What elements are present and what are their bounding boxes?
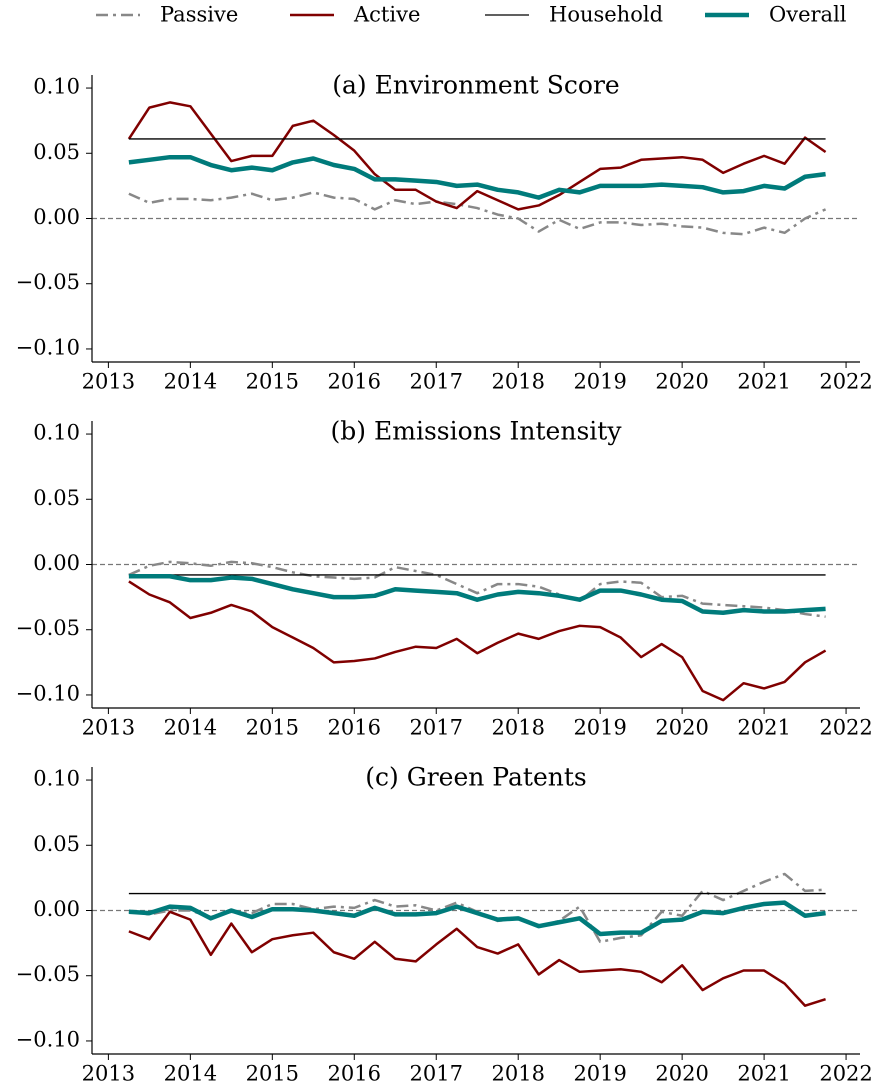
y-tick-label: −0.05 <box>16 270 80 294</box>
x-tick-label: 2016 <box>328 716 381 740</box>
y-tick-label: −0.10 <box>16 681 80 705</box>
x-tick-label: 2013 <box>82 716 135 740</box>
x-tick-label: 2017 <box>410 716 463 740</box>
x-tick-label: 2020 <box>655 370 708 394</box>
y-tick-label: −0.10 <box>16 335 80 359</box>
series-line <box>128 580 827 702</box>
y-tick-label: 0.10 <box>33 767 80 791</box>
series-line <box>128 872 826 944</box>
x-tick-label: 2016 <box>328 370 381 394</box>
y-tick-label: 0.00 <box>33 897 80 921</box>
x-tick-label: 2013 <box>82 1062 135 1086</box>
x-tick-label: 2018 <box>491 1062 544 1086</box>
chart-title: (a) Environment Score <box>332 71 619 100</box>
x-tick-label: 2022 <box>819 716 872 740</box>
legend-label: Passive <box>160 3 238 27</box>
series-line <box>128 560 826 618</box>
y-tick-label: −0.05 <box>16 616 80 640</box>
series-line <box>128 910 826 1007</box>
x-tick-label: 2019 <box>573 1062 626 1086</box>
x-tick-label: 2019 <box>573 370 626 394</box>
series-line <box>128 573 826 616</box>
y-tick-label: 0.05 <box>33 486 80 510</box>
x-tick-label: 2020 <box>655 1062 708 1086</box>
legend-label: Household <box>549 3 663 27</box>
y-tick-label: 0.00 <box>33 551 80 575</box>
x-tick-label: 2016 <box>328 1062 381 1086</box>
chart-title: (c) Green Patents <box>365 763 586 792</box>
x-tick-label: 2015 <box>246 370 299 394</box>
x-tick-label: 2019 <box>573 716 626 740</box>
y-tick-label: 0.10 <box>33 421 80 445</box>
x-tick-label: 2021 <box>737 716 790 740</box>
x-tick-label: 2018 <box>491 716 544 740</box>
y-tick-label: 0.10 <box>33 75 80 99</box>
x-tick-label: 2014 <box>164 370 217 394</box>
x-tick-label: 2022 <box>819 370 872 394</box>
x-tick-label: 2013 <box>82 370 135 394</box>
x-tick-label: 2015 <box>246 716 299 740</box>
y-tick-label: −0.10 <box>16 1027 80 1051</box>
x-tick-label: 2017 <box>410 1062 463 1086</box>
x-tick-label: 2017 <box>410 370 463 394</box>
chart-title: (b) Emissions Intensity <box>331 417 623 446</box>
x-tick-label: 2014 <box>164 716 217 740</box>
y-tick-label: 0.05 <box>33 832 80 856</box>
x-tick-label: 2021 <box>737 370 790 394</box>
series-line <box>127 101 827 211</box>
series-line <box>128 191 827 236</box>
legend-label: Overall <box>769 3 847 27</box>
series-line <box>128 154 826 200</box>
y-tick-label: 0.05 <box>33 140 80 164</box>
y-tick-label: 0.00 <box>33 205 80 229</box>
x-tick-label: 2021 <box>737 1062 790 1086</box>
x-tick-label: 2020 <box>655 716 708 740</box>
x-tick-label: 2022 <box>819 1062 872 1086</box>
x-tick-label: 2014 <box>164 1062 217 1086</box>
series-line <box>128 900 826 937</box>
y-tick-label: −0.05 <box>16 962 80 986</box>
x-tick-label: 2018 <box>491 370 544 394</box>
x-tick-label: 2015 <box>246 1062 299 1086</box>
legend-label: Active <box>353 3 420 27</box>
